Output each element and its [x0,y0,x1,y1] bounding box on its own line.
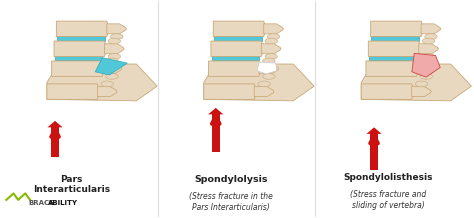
Bar [51,125,59,157]
Polygon shape [95,58,128,75]
Polygon shape [259,64,279,74]
Polygon shape [47,121,63,127]
Circle shape [420,58,432,64]
Circle shape [106,73,118,79]
Circle shape [422,38,435,44]
Text: Spondylolisthesis: Spondylolisthesis [344,173,433,182]
Polygon shape [211,41,264,56]
Polygon shape [371,21,424,37]
Polygon shape [365,78,413,82]
Polygon shape [56,21,109,37]
Polygon shape [369,56,417,60]
Circle shape [415,81,428,87]
Polygon shape [264,24,283,34]
Text: ABILITY: ABILITY [48,200,78,206]
Polygon shape [412,53,440,77]
Polygon shape [204,84,257,99]
Polygon shape [257,62,277,74]
Polygon shape [416,64,436,74]
Circle shape [265,54,277,59]
Polygon shape [212,56,259,60]
Circle shape [422,54,435,59]
Polygon shape [54,41,107,56]
Polygon shape [366,61,419,77]
Polygon shape [47,84,100,99]
Bar [212,112,219,152]
Circle shape [420,73,432,79]
Polygon shape [104,44,124,54]
Circle shape [267,34,280,39]
Polygon shape [209,61,262,77]
Polygon shape [361,84,414,99]
Polygon shape [208,78,255,82]
Circle shape [263,58,275,64]
Circle shape [106,58,118,64]
Polygon shape [214,36,262,41]
Text: Pars
Interarticularis: Pars Interarticularis [33,175,110,194]
Polygon shape [372,36,419,41]
Polygon shape [411,87,431,97]
Circle shape [108,38,120,44]
Polygon shape [361,64,472,101]
Polygon shape [261,44,281,54]
Polygon shape [213,21,266,37]
Polygon shape [97,87,117,97]
Circle shape [425,34,437,39]
Polygon shape [204,64,314,101]
Circle shape [108,54,120,59]
Polygon shape [57,36,105,41]
Polygon shape [107,24,127,34]
Polygon shape [102,64,122,74]
Polygon shape [47,64,157,101]
Text: (Stress fracture and
sliding of vertebra): (Stress fracture and sliding of vertebra… [350,190,426,209]
Polygon shape [208,108,223,114]
Circle shape [265,38,277,44]
Text: BRACE: BRACE [28,200,54,206]
Bar [370,132,378,170]
Text: Spondylolysis: Spondylolysis [194,175,268,184]
Text: (Stress fracture in the
Pars Interarticularis): (Stress fracture in the Pars Interarticu… [189,192,273,212]
Polygon shape [419,44,438,54]
Circle shape [263,73,275,79]
Circle shape [101,81,113,87]
Polygon shape [366,127,382,134]
Polygon shape [368,41,421,56]
Polygon shape [421,24,441,34]
Polygon shape [52,61,105,77]
Polygon shape [254,87,274,97]
Circle shape [110,34,123,39]
Circle shape [258,81,270,87]
Polygon shape [51,78,99,82]
Polygon shape [55,56,102,60]
